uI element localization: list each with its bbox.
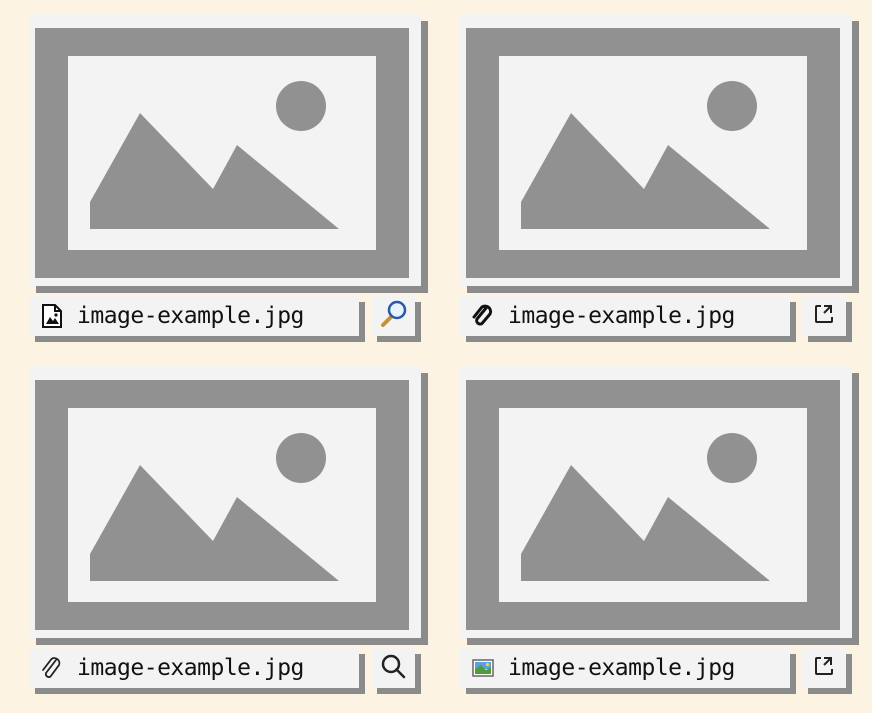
file-name-box[interactable]: image-example.jpg <box>29 648 359 688</box>
image-card-4: image-example.jpg <box>460 366 852 688</box>
image-thumbnail[interactable] <box>460 14 852 286</box>
image-file-icon <box>39 303 65 329</box>
picture-icon <box>470 655 496 681</box>
file-name: image-example.jpg <box>508 303 735 329</box>
zoom-button[interactable] <box>371 296 415 336</box>
image-placeholder-icon <box>35 28 409 278</box>
file-name-box[interactable]: image-example.jpg <box>29 296 359 336</box>
file-name: image-example.jpg <box>508 655 735 681</box>
image-placeholder-icon <box>466 380 840 630</box>
image-placeholder-icon <box>466 28 840 278</box>
file-name-box[interactable]: image-example.jpg <box>460 648 790 688</box>
image-thumbnail[interactable] <box>29 366 421 638</box>
search-button[interactable] <box>371 648 415 688</box>
image-card-2: image-example.jpg <box>460 14 852 336</box>
image-placeholder-icon <box>35 380 409 630</box>
expand-icon <box>812 302 836 330</box>
expand-icon <box>812 654 836 682</box>
magnifier-icon <box>378 299 408 333</box>
search-icon <box>379 652 407 684</box>
file-name-box[interactable]: image-example.jpg <box>460 296 790 336</box>
image-thumbnail[interactable] <box>29 14 421 286</box>
paperclip-bold-icon <box>470 303 496 329</box>
image-thumbnail[interactable] <box>460 366 852 638</box>
expand-button[interactable] <box>802 648 846 688</box>
file-name: image-example.jpg <box>77 303 304 329</box>
image-card-3: image-example.jpg <box>29 366 421 688</box>
paperclip-icon <box>39 655 65 681</box>
file-name: image-example.jpg <box>77 655 304 681</box>
image-card-1: image-example.jpg <box>29 14 421 336</box>
expand-button[interactable] <box>802 296 846 336</box>
